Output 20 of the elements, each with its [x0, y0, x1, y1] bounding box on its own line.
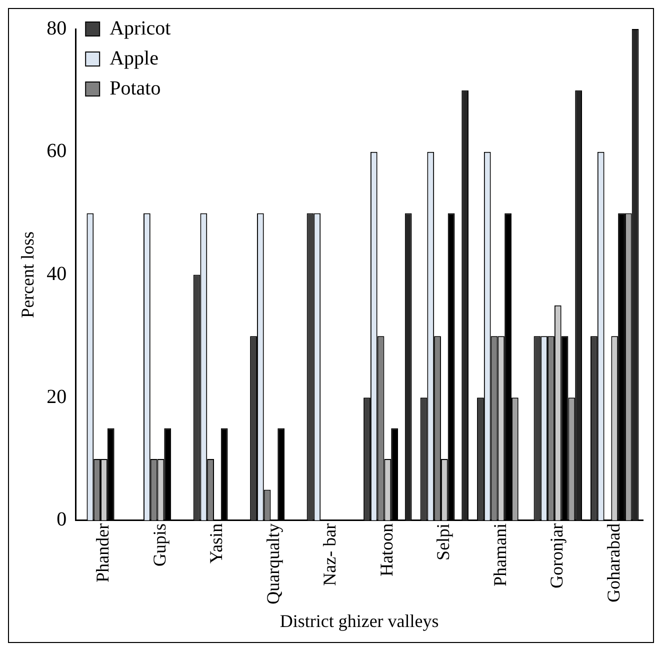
y-tick-label: 40	[46, 262, 67, 285]
x-tick-label: Phander	[92, 523, 113, 582]
y-tick-label: 60	[46, 140, 67, 162]
y-axis-title: Percent loss	[18, 231, 38, 318]
legend-label: Apricot	[110, 17, 172, 40]
legend-label: Potato	[110, 77, 161, 100]
x-tick-label: Quarqualty	[262, 523, 283, 604]
x-tick-label: Goronjar	[546, 523, 567, 588]
x-tick-label: Hatoon	[376, 523, 396, 576]
y-tick-label: 20	[46, 386, 67, 408]
y-tick-label: 0	[56, 508, 67, 531]
x-tick-label: Naz- bar	[320, 523, 340, 586]
x-tick-label: Phamani	[490, 523, 510, 586]
legend-label: Apple	[110, 47, 159, 70]
x-tick-label: Yasin	[206, 523, 226, 564]
x-tick-label: Goharabad	[603, 523, 624, 602]
x-tick-label: Selpi	[433, 523, 454, 560]
x-tick-label: Gupis	[149, 523, 170, 566]
y-tick-label: 80	[46, 17, 67, 40]
x-axis-title: District ghizer valleys	[280, 610, 439, 631]
